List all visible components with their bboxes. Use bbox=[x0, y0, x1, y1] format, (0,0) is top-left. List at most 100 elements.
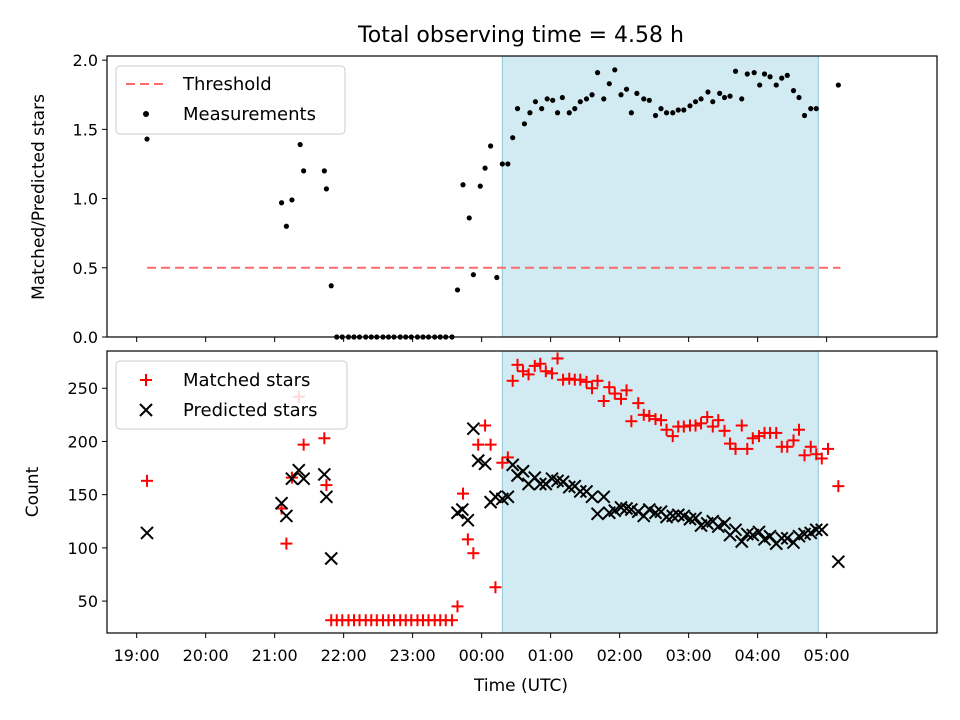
measurement-point bbox=[796, 94, 802, 101]
matched-stars-point bbox=[770, 426, 783, 439]
measurement-point bbox=[757, 82, 763, 88]
measurement-point bbox=[301, 168, 307, 174]
predicted-stars-point bbox=[471, 453, 485, 468]
predicted-stars-point bbox=[501, 490, 515, 504]
matched-stars-point bbox=[563, 372, 576, 385]
matched-stars-point bbox=[793, 423, 806, 436]
measurement-point bbox=[550, 97, 556, 103]
matched-stars-point bbox=[689, 419, 702, 432]
matched-stars-point bbox=[496, 456, 509, 469]
measurement-point bbox=[705, 89, 711, 95]
matched-stars-point bbox=[798, 449, 811, 462]
measurement-point bbox=[477, 183, 483, 189]
measurement-point bbox=[559, 94, 565, 101]
measurement-point bbox=[773, 82, 779, 88]
matched-stars-point bbox=[141, 474, 154, 487]
measurement-point bbox=[784, 72, 790, 78]
matched-stars-point bbox=[551, 352, 564, 365]
y-tick-label: 100 bbox=[67, 539, 98, 558]
measurement-point bbox=[572, 106, 578, 112]
x-tick-label: 20:00 bbox=[183, 646, 229, 665]
measurement-point bbox=[488, 143, 494, 149]
predicted-stars-point bbox=[728, 523, 743, 537]
predicted-stars-point bbox=[809, 523, 823, 537]
measurement-point bbox=[835, 82, 841, 88]
matched-stars-point bbox=[511, 358, 524, 371]
matched-stars-point bbox=[506, 374, 519, 387]
measurement-point bbox=[323, 186, 330, 192]
matched-stars-point bbox=[637, 408, 650, 421]
matched-stars-point bbox=[781, 440, 794, 453]
measurement-point bbox=[739, 96, 745, 102]
matched-stars-point bbox=[632, 397, 645, 410]
predicted-stars-point bbox=[285, 471, 299, 486]
predicted-stars-point bbox=[466, 421, 481, 436]
observing-interval-shade bbox=[501, 55, 819, 338]
matched-stars-point bbox=[457, 487, 470, 500]
matched-stars-point bbox=[586, 382, 599, 395]
matched-stars-point bbox=[735, 419, 748, 432]
predicted-stars-point bbox=[585, 490, 599, 504]
predicted-stars-point bbox=[815, 523, 829, 537]
predicted-stars-point bbox=[683, 512, 697, 526]
predicted-stars-point bbox=[648, 506, 663, 520]
matched-stars-point bbox=[539, 365, 552, 378]
predicted-stars-point bbox=[274, 496, 289, 510]
measurement-point bbox=[813, 106, 819, 112]
legend-threshold-label: Threshold bbox=[182, 74, 272, 95]
measurement-point bbox=[466, 215, 472, 221]
legend-matched-label: Matched stars bbox=[183, 370, 310, 391]
x-tick-label: 05:00 bbox=[804, 646, 850, 665]
bottom-panel-legend: Matched stars Predicted stars bbox=[115, 360, 348, 430]
measurement-point bbox=[652, 112, 659, 119]
predicted-stars-point bbox=[562, 480, 576, 494]
x-tick-label: 21:00 bbox=[252, 646, 298, 665]
y-tick-label: 50 bbox=[78, 592, 98, 611]
measurement-point bbox=[744, 71, 750, 77]
matched-stars-point bbox=[746, 432, 759, 445]
predicted-stars-point bbox=[780, 531, 794, 545]
matched-stars-point bbox=[318, 432, 331, 445]
matched-stars-point bbox=[718, 424, 731, 437]
matched-stars-point bbox=[451, 600, 464, 613]
measurement-point bbox=[577, 99, 583, 105]
measurement-point bbox=[514, 106, 521, 112]
x-tick-label: 19:00 bbox=[114, 646, 160, 665]
matched-stars-point bbox=[815, 452, 828, 465]
measurement-point bbox=[283, 223, 289, 229]
matched-stars-point bbox=[701, 410, 714, 423]
matched-stars-point bbox=[804, 440, 817, 453]
matched-stars-point bbox=[479, 419, 492, 432]
measurement-point bbox=[328, 283, 334, 289]
measurement-point bbox=[808, 106, 814, 112]
matched-stars-point bbox=[597, 395, 610, 408]
matched-stars-point bbox=[320, 479, 333, 492]
measurement-point bbox=[612, 67, 618, 73]
x-tick-label: 01:00 bbox=[528, 646, 574, 665]
predicted-stars-point bbox=[550, 474, 565, 488]
predicted-stars-point bbox=[573, 484, 588, 499]
matched-stars-point bbox=[729, 442, 742, 455]
measurement-point bbox=[321, 168, 327, 174]
predicted-stars-point bbox=[516, 464, 530, 478]
x-tick-label: 02:00 bbox=[597, 646, 643, 665]
matched-stars-point bbox=[534, 357, 547, 370]
matched-stars-point bbox=[557, 373, 570, 386]
matched-stars-point bbox=[787, 434, 800, 447]
matched-stars-point bbox=[615, 392, 628, 405]
predicted-stars-point bbox=[666, 509, 680, 523]
measurement-point bbox=[623, 86, 630, 92]
measurement-point bbox=[144, 136, 150, 142]
predicted-stars-point bbox=[740, 527, 754, 541]
measurement-point bbox=[460, 182, 466, 188]
measurement-point bbox=[721, 94, 728, 101]
y-tick-label: 1.0 bbox=[73, 190, 98, 209]
measurement-point bbox=[618, 92, 624, 98]
predicted-stars-point bbox=[455, 502, 470, 517]
measurement-point bbox=[641, 96, 647, 102]
predicted-stars-point bbox=[461, 513, 475, 527]
x-tick-label: 03:00 bbox=[666, 646, 712, 665]
measurement-point bbox=[601, 96, 607, 102]
measurement-point bbox=[594, 70, 601, 76]
measurement-point bbox=[554, 110, 561, 116]
